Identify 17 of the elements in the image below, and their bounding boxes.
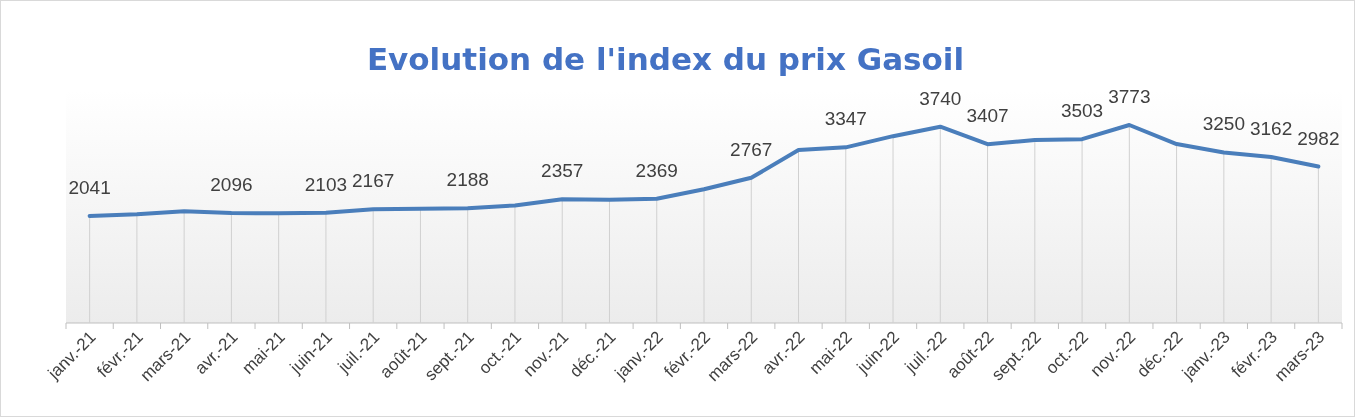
data-label: 2982 — [1297, 127, 1340, 149]
data-label: 2041 — [68, 176, 111, 198]
data-label: 3162 — [1249, 118, 1293, 140]
data-label: 2767 — [730, 138, 773, 160]
data-label: 3740 — [919, 87, 962, 109]
data-label: 3347 — [824, 108, 867, 130]
data-label: 3773 — [1108, 86, 1151, 107]
data-label: 3407 — [966, 105, 1009, 127]
data-label: 2167 — [352, 170, 395, 192]
data-label: 2096 — [210, 174, 253, 196]
data-label: 3250 — [1202, 113, 1245, 135]
data-label: 2188 — [446, 169, 489, 191]
data-label: 3503 — [1060, 100, 1104, 122]
data-label: 2103 — [304, 173, 348, 195]
chart-title: Evolution de l'index du prix Gasoil — [366, 41, 965, 77]
data-label: 2369 — [635, 159, 678, 181]
data-label: 2357 — [541, 160, 584, 182]
